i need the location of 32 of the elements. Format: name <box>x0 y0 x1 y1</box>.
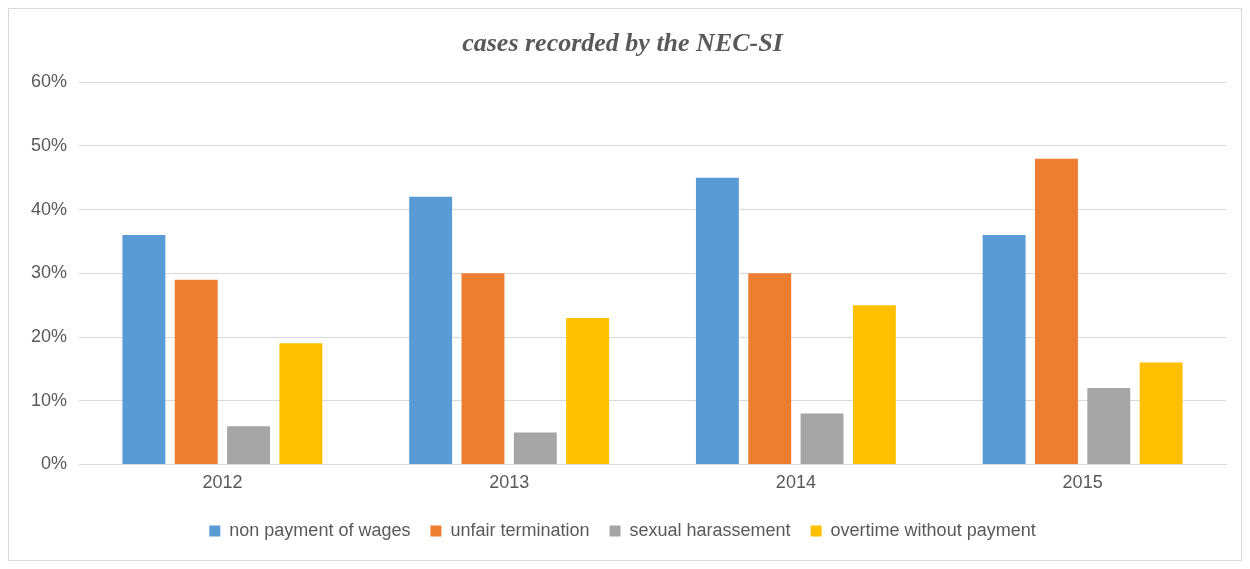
bar <box>174 279 218 464</box>
y-tick-label: 40% <box>31 198 68 219</box>
bar <box>1087 387 1131 464</box>
legend-label: sexual harassement <box>629 519 791 540</box>
bar <box>800 413 844 464</box>
legend-label: overtime without payment <box>830 519 1036 540</box>
legend-label: unfair termination <box>450 519 590 540</box>
bar <box>1139 362 1183 464</box>
bar <box>409 196 453 464</box>
bar <box>982 235 1026 464</box>
y-tick-label: 60% <box>31 71 68 92</box>
x-tick-label: 2012 <box>202 472 243 493</box>
chart-title: cases recorded by the NEC-SI <box>462 28 784 58</box>
x-tick-label: 2015 <box>1062 472 1103 493</box>
bar <box>513 432 557 464</box>
bar <box>227 426 271 464</box>
x-tick-label: 2013 <box>489 472 530 493</box>
bar <box>695 177 739 464</box>
bar <box>461 273 505 464</box>
y-tick-label: 0% <box>41 453 68 474</box>
bar <box>566 317 610 464</box>
bar <box>279 343 323 464</box>
bar <box>122 235 166 464</box>
x-tick-label: 2014 <box>775 472 816 493</box>
y-tick-label: 30% <box>31 262 68 283</box>
legend-label: non payment of wages <box>229 519 411 540</box>
y-tick-label: 10% <box>31 389 68 410</box>
y-tick-label: 20% <box>31 325 68 346</box>
bar <box>852 305 896 464</box>
bar <box>1035 158 1078 464</box>
y-tick-label: 50% <box>31 134 68 155</box>
bar <box>748 273 792 464</box>
